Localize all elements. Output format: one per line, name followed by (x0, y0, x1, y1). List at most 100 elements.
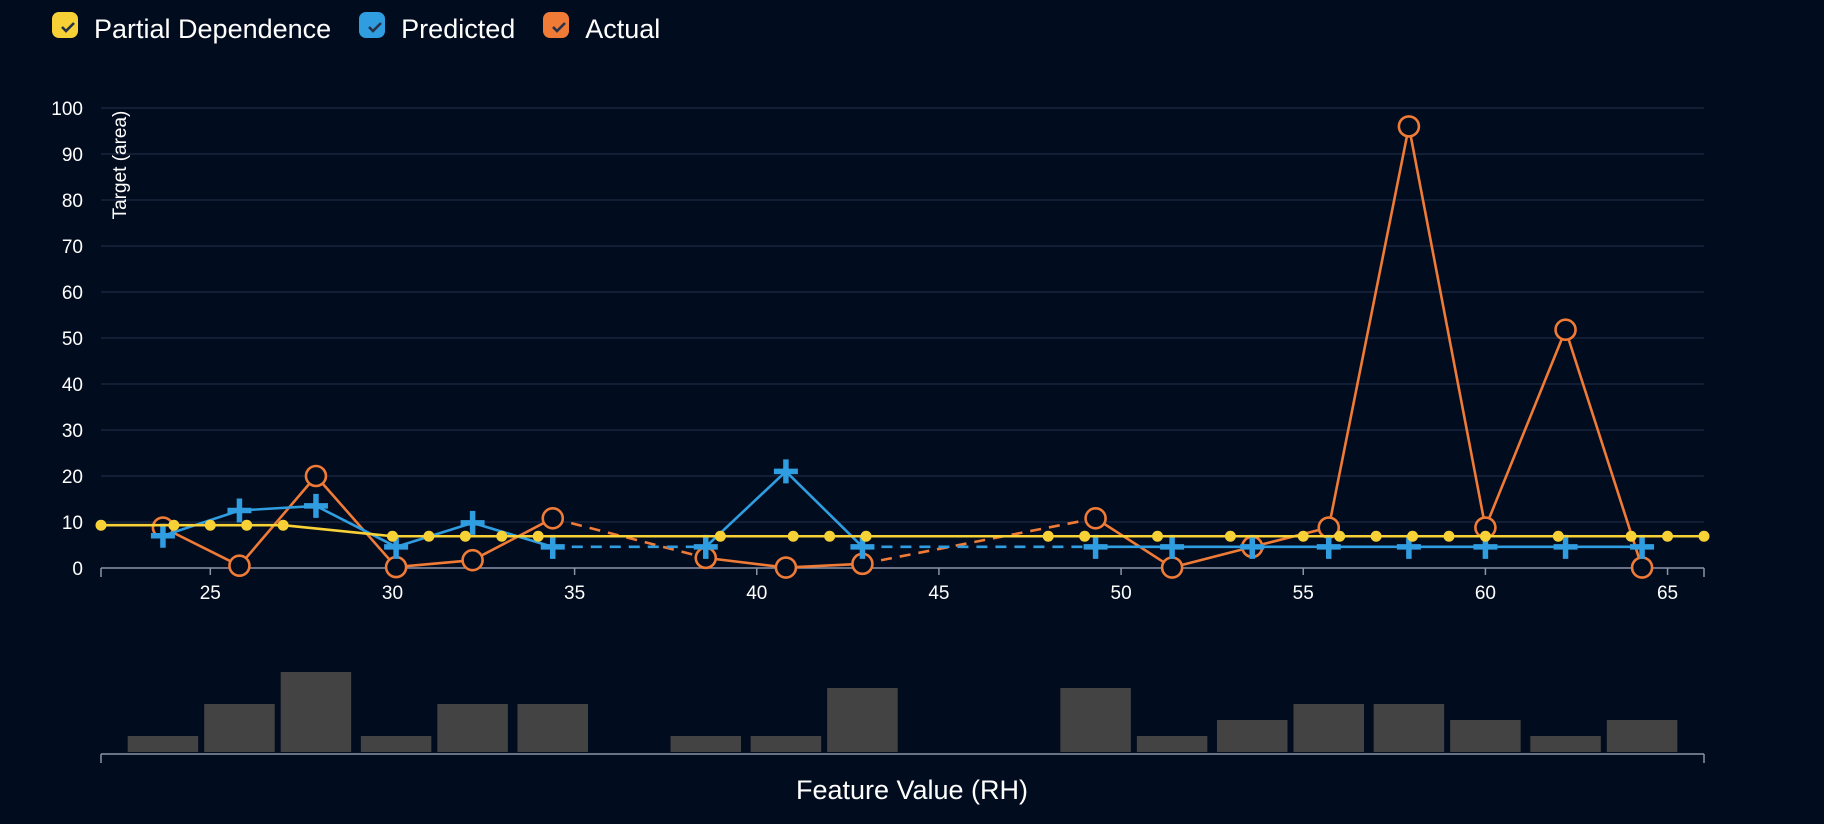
data-point (386, 530, 398, 542)
data-point (459, 530, 471, 542)
data-point (774, 556, 798, 579)
data-point (1554, 318, 1577, 342)
histogram (100, 672, 1705, 763)
grid-lines (101, 107, 1704, 523)
series-segment (239, 504, 317, 512)
data-point (824, 530, 836, 542)
y-axis-title: Target (area) (110, 111, 131, 220)
histogram-bar (1060, 688, 1131, 752)
data-point (1552, 530, 1564, 542)
legend-label-partial-dependence: Partial Dependence (94, 14, 332, 44)
histogram-bar (1373, 704, 1445, 752)
data-point (1042, 530, 1054, 542)
data-point (1662, 530, 1674, 542)
series-segment (472, 517, 554, 562)
y-tick-label: 50 (62, 329, 83, 350)
legend-item-predicted[interactable]: Predicted (359, 11, 515, 45)
legend-item-actual[interactable]: Actual (543, 11, 661, 45)
series-segment (314, 475, 398, 568)
x-tick-label: 30 (382, 583, 403, 604)
data-point (773, 459, 798, 484)
data-point (227, 498, 252, 523)
series-segment (552, 517, 707, 560)
histogram-bar (204, 704, 275, 752)
histogram-bar (280, 672, 352, 752)
legend-label-actual: Actual (585, 14, 661, 44)
y-tick-label: 60 (62, 283, 83, 304)
histogram-bar (827, 688, 898, 752)
data-point (384, 555, 408, 579)
data-point (860, 530, 872, 542)
series-segment (162, 509, 240, 538)
x-tick-label: 65 (1657, 583, 1678, 604)
data-point (1553, 534, 1578, 559)
series-layer (95, 115, 1710, 579)
x-axis-title: Feature Value (RH) (796, 775, 1028, 805)
series-segment (1407, 126, 1487, 528)
histogram-bar (127, 736, 199, 752)
data-point (1152, 530, 1164, 542)
data-point (787, 530, 799, 542)
data-point (1083, 534, 1108, 559)
x-tick-label: 25 (200, 583, 221, 604)
data-point (1079, 530, 1091, 542)
histogram-bar (1293, 704, 1365, 752)
data-point (1479, 530, 1491, 542)
series-partial-dependence (95, 519, 1710, 542)
x-tick-label: 40 (746, 583, 767, 604)
legend-swatch-partial-dependence (52, 11, 78, 38)
series-predicted (150, 459, 1655, 559)
series-segment (1094, 517, 1173, 569)
data-point (304, 464, 328, 488)
series-segment (162, 526, 241, 567)
series-segment (862, 517, 1096, 566)
histogram-bar (360, 736, 432, 752)
y-tick-label: 100 (51, 99, 83, 120)
data-point (460, 510, 485, 535)
legend: Partial Dependence Predicted Actual (52, 11, 688, 45)
data-point (303, 493, 328, 518)
histogram-bar (437, 704, 508, 752)
y-tick-label: 30 (62, 421, 83, 442)
data-point (423, 530, 435, 542)
x-tick-label: 50 (1111, 583, 1132, 604)
y-tick-label: 40 (62, 375, 83, 396)
data-point (204, 519, 216, 531)
series-segment (1564, 329, 1644, 568)
check-icon (368, 21, 383, 33)
data-point (1160, 556, 1184, 579)
series-segment (395, 558, 473, 569)
check-icon (61, 21, 75, 33)
series-segment (472, 521, 554, 549)
data-point (1397, 115, 1421, 138)
histogram-bar (750, 736, 822, 752)
data-point (1698, 530, 1710, 542)
data-point (1160, 534, 1185, 559)
series-segment (1327, 126, 1411, 528)
histogram-bar (1450, 720, 1521, 752)
series-segment (1484, 329, 1567, 529)
check-icon (552, 21, 567, 33)
legend-item-partial-dependence[interactable]: Partial Dependence (52, 11, 332, 45)
data-point (541, 507, 565, 530)
histogram-bar (1606, 720, 1678, 752)
y-tick-label: 90 (62, 145, 83, 166)
histogram-bar (670, 736, 742, 752)
data-point (1084, 507, 1107, 530)
series-segment (315, 504, 397, 548)
series-segment (238, 475, 317, 567)
series-segment (395, 521, 473, 549)
histogram-bar (1216, 720, 1288, 752)
series-segment (705, 556, 787, 569)
y-tick-label: 20 (62, 467, 83, 488)
data-point (461, 548, 484, 572)
series-segment (283, 523, 393, 538)
x-tick-label: 60 (1475, 583, 1496, 604)
data-point (1297, 530, 1309, 542)
data-point (95, 519, 107, 531)
data-point (540, 534, 565, 559)
series-segment (785, 470, 864, 548)
data-point (1224, 530, 1236, 542)
x-tick-label: 55 (1293, 583, 1314, 604)
